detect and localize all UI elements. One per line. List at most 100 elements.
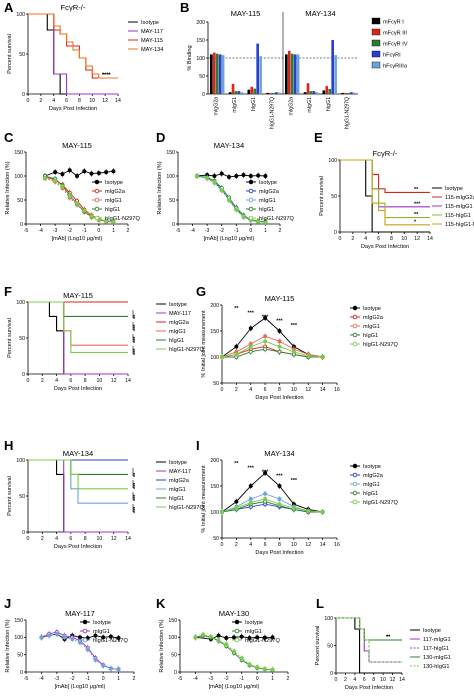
data-point bbox=[47, 633, 52, 638]
legend-label: 115-mIgG2a bbox=[445, 195, 474, 201]
x-tick-label: 14 bbox=[115, 98, 121, 104]
bar bbox=[306, 83, 310, 94]
legend-marker bbox=[248, 197, 254, 203]
legend-label: hIgG1-N297Q bbox=[259, 216, 294, 222]
x-tick-label: 10 bbox=[89, 98, 95, 104]
bar bbox=[240, 92, 244, 94]
legend-label: Isotype bbox=[93, 620, 111, 626]
data-point bbox=[234, 499, 239, 504]
bar bbox=[350, 92, 353, 94]
data-point bbox=[277, 344, 282, 349]
panel-title: MAY-130 bbox=[219, 609, 249, 618]
survival-line bbox=[340, 159, 430, 226]
y-tick-label: 150 bbox=[196, 38, 205, 44]
x-axis-label: Days Post Infection bbox=[49, 106, 97, 112]
data-point bbox=[306, 508, 311, 513]
data-point bbox=[247, 662, 252, 667]
panel-title: MAY-115 bbox=[63, 291, 93, 300]
legend-label: 115-hIgG1 bbox=[445, 213, 471, 219]
y-tick-label: 50 bbox=[327, 643, 333, 649]
significance-mark: ** bbox=[234, 461, 239, 467]
data-point bbox=[263, 315, 268, 320]
x-tick-label: -4 bbox=[39, 676, 44, 682]
x-tick-label: 2 bbox=[41, 536, 44, 542]
data-point bbox=[239, 656, 244, 661]
legend-label: mIgG2a bbox=[169, 320, 190, 326]
legend-label: hIgG1-N297Q bbox=[169, 347, 204, 353]
y-axis-label: Relative Infection (%) bbox=[157, 161, 163, 214]
x-tick-label: 12 bbox=[102, 98, 108, 104]
x-axis-label: Days Post Infection bbox=[345, 685, 393, 691]
y-axis-label: Percent survival bbox=[7, 34, 13, 74]
x-tick-label: 8 bbox=[78, 98, 81, 104]
data-point bbox=[108, 634, 113, 639]
significance-mark: **** bbox=[102, 73, 111, 79]
x-tick-label: 0 bbox=[27, 378, 30, 384]
data-point bbox=[224, 636, 229, 641]
legend-label: mIgG1 bbox=[105, 198, 122, 204]
y-tick-label: 50 bbox=[17, 652, 23, 658]
legend-marker bbox=[352, 305, 358, 311]
survival-line bbox=[28, 459, 128, 475]
bar bbox=[290, 53, 294, 94]
legend-label: 130-mIgG1 bbox=[423, 655, 451, 661]
data-point bbox=[60, 172, 65, 177]
x-tick-label: 16 bbox=[334, 387, 340, 393]
legend-label: MAY-115 bbox=[141, 38, 163, 44]
bar bbox=[296, 54, 300, 94]
y-tick-label: 150 bbox=[14, 618, 23, 624]
x-tick-label: 0 bbox=[339, 236, 342, 242]
legend-marker bbox=[352, 490, 358, 496]
bar bbox=[328, 88, 332, 94]
data-point bbox=[67, 168, 72, 173]
series-line bbox=[196, 175, 266, 223]
bar bbox=[218, 54, 222, 94]
data-point bbox=[234, 344, 239, 349]
legend-label: Isotype bbox=[445, 186, 463, 192]
legend-label: Isotype bbox=[245, 620, 263, 626]
data-point bbox=[54, 631, 59, 636]
x-tick-label: 0 bbox=[249, 228, 252, 234]
category-label: hIgG1 bbox=[326, 97, 332, 111]
legend-label: mIgG1 bbox=[245, 629, 262, 635]
data-point bbox=[262, 635, 267, 640]
bar bbox=[344, 92, 347, 94]
data-point bbox=[53, 178, 58, 183]
data-point bbox=[219, 509, 224, 514]
significance-mark: *** bbox=[133, 506, 139, 513]
y-tick-label: 200 bbox=[210, 303, 219, 309]
panel-title: FcγR-/- bbox=[61, 3, 86, 12]
x-tick-label: 12 bbox=[111, 536, 117, 542]
y-tick-label: 0 bbox=[22, 530, 25, 536]
x-tick-label: 14 bbox=[427, 236, 433, 242]
group-title: MAY-115 bbox=[231, 9, 261, 18]
legend-marker bbox=[352, 341, 358, 347]
survival-line bbox=[28, 301, 128, 346]
data-point bbox=[277, 496, 282, 501]
x-tick-label: -3 bbox=[55, 676, 60, 682]
bar bbox=[315, 92, 319, 94]
data-point bbox=[212, 173, 217, 178]
x-tick-label: 4 bbox=[249, 387, 252, 393]
panel-h: H 0 50 100 0 2 4 6 8 10 12 14 Days Post Infection Per… bbox=[4, 438, 204, 550]
legend-marker bbox=[248, 206, 254, 212]
data-point bbox=[219, 171, 224, 176]
significance-mark: ** bbox=[414, 212, 419, 218]
legend-marker bbox=[94, 206, 100, 212]
legend-label: hIgG1-N297Q bbox=[105, 216, 140, 222]
legend-label: mIgG1 bbox=[169, 329, 186, 335]
bar bbox=[325, 86, 329, 94]
y-tick-label: 100 bbox=[14, 174, 23, 180]
significance-mark: *** bbox=[133, 482, 139, 489]
bar bbox=[234, 91, 238, 94]
bar bbox=[212, 52, 216, 94]
x-tick-label: 1 bbox=[264, 228, 267, 234]
x-tick-label: 1 bbox=[112, 228, 115, 234]
legend-label: mIgG2a bbox=[169, 478, 190, 484]
significance-mark: ** bbox=[386, 635, 391, 641]
x-tick-label: -2 bbox=[67, 228, 72, 234]
x-tick-label: 6 bbox=[65, 98, 68, 104]
legend-marker bbox=[352, 323, 358, 329]
legend-swatch bbox=[371, 28, 381, 36]
x-axis-label: Days Post Infection bbox=[54, 544, 102, 550]
